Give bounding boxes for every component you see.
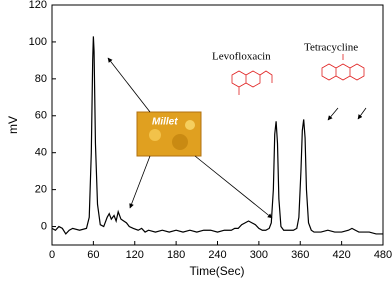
y-tick-label: 60 <box>35 110 47 122</box>
x-tick-label: 0 <box>49 249 55 261</box>
arrows <box>107 57 367 219</box>
x-tick-label: 420 <box>332 249 350 261</box>
x-tick-label: 300 <box>250 249 268 261</box>
x-tick-label: 360 <box>291 249 309 261</box>
millet-image: Millet <box>136 111 202 157</box>
annotation: Levofloxacin <box>212 51 271 63</box>
y-tick-label: 20 <box>35 184 47 196</box>
y-tick-label: 0 <box>41 220 47 232</box>
molecule <box>231 54 365 95</box>
y-tick-label: 40 <box>35 147 47 159</box>
x-tick-label: 120 <box>126 249 144 261</box>
image-label: Millet <box>152 117 178 128</box>
y-tick-label: 120 <box>29 0 47 11</box>
y-tick-label: 80 <box>35 73 47 85</box>
x-tick-label: 180 <box>167 249 185 261</box>
y-axis-label: mV <box>6 116 20 134</box>
x-tick-label: 480 <box>374 249 392 261</box>
y-tick-label: 100 <box>29 36 47 48</box>
data-line <box>51 36 383 235</box>
x-axis-label: Time(Sec) <box>190 264 245 278</box>
annotation: Tetracycline <box>304 42 358 54</box>
x-tick-label: 240 <box>208 249 226 261</box>
x-tick-label: 60 <box>87 249 99 261</box>
